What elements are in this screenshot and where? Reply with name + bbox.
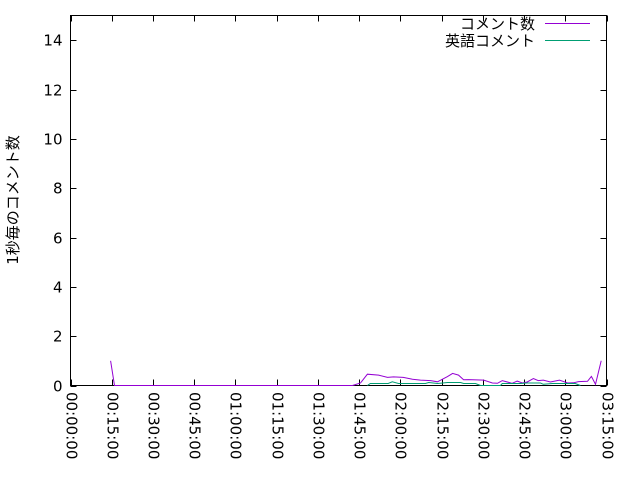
series-line-1 [367,381,581,386]
x-tick-label: 03:00:00 [557,392,575,459]
y-tick-label: 12 [43,82,62,100]
x-tick-label: 00:00:00 [63,392,81,459]
y-tick-label: 14 [43,32,62,50]
x-tick-label: 02:30:00 [475,392,493,459]
x-tick-label: 00:30:00 [145,392,163,459]
x-tick-label: 00:45:00 [186,392,204,459]
y-axis-label: 1秒毎のコメント数 [4,135,22,265]
plot-border [70,15,607,386]
x-tick-label: 01:45:00 [351,392,369,459]
y-tick-label: 0 [53,378,63,396]
x-tick-label: 01:15:00 [269,392,287,459]
series-line-0 [110,360,602,386]
legend-label: コメント数 [460,15,535,33]
x-tick-label: 01:30:00 [310,392,328,459]
y-tick-label: 8 [53,180,63,198]
y-tick-label: 10 [43,131,62,149]
x-tick-label: 02:00:00 [392,392,410,459]
x-tick-label: 01:00:00 [227,392,245,459]
x-tick-label: 03:15:00 [599,392,617,459]
x-tick-label: 02:15:00 [434,392,452,459]
legend-label: 英語コメント [445,32,535,50]
x-tick-label: 02:45:00 [516,392,534,459]
y-tick-label: 6 [53,230,63,248]
y-tick-label: 4 [53,279,63,297]
y-tick-label: 2 [53,328,63,346]
x-tick-label: 00:15:00 [104,392,122,459]
